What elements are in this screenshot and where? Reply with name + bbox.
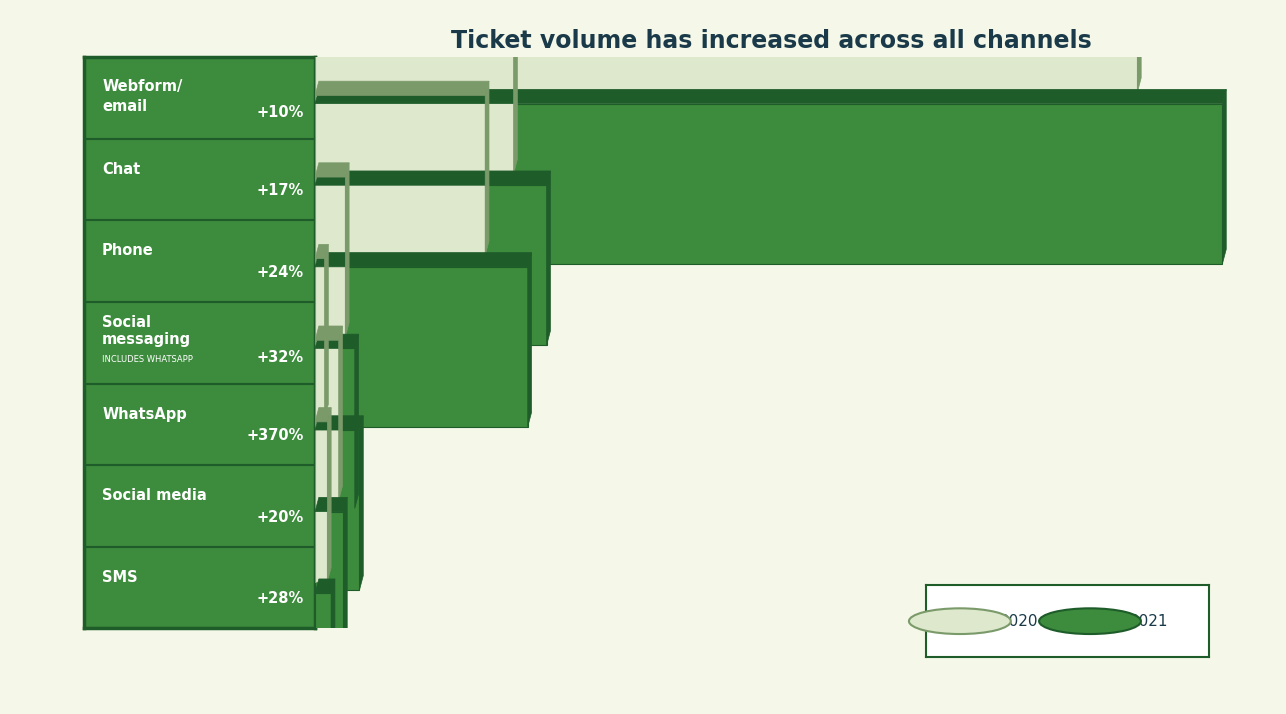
FancyBboxPatch shape: [315, 258, 324, 418]
FancyBboxPatch shape: [315, 0, 1137, 92]
Polygon shape: [346, 163, 349, 337]
FancyBboxPatch shape: [315, 177, 346, 337]
FancyBboxPatch shape: [315, 96, 485, 256]
Polygon shape: [315, 408, 331, 422]
Polygon shape: [315, 498, 347, 512]
FancyBboxPatch shape: [315, 430, 360, 590]
Polygon shape: [355, 334, 359, 508]
Polygon shape: [315, 244, 328, 258]
Text: 2021: 2021: [1129, 613, 1168, 629]
Circle shape: [909, 608, 1011, 634]
Text: INCLUDES WHATSAPP: INCLUDES WHATSAPP: [102, 356, 193, 364]
Text: +10%: +10%: [256, 105, 303, 120]
Text: +17%: +17%: [256, 183, 303, 198]
Polygon shape: [315, 0, 517, 14]
Polygon shape: [343, 498, 347, 672]
Text: +32%: +32%: [256, 349, 303, 365]
FancyBboxPatch shape: [315, 348, 355, 508]
Polygon shape: [315, 326, 342, 341]
Polygon shape: [315, 171, 550, 185]
FancyBboxPatch shape: [315, 512, 343, 672]
Text: WhatsApp: WhatsApp: [102, 406, 186, 421]
Text: messaging: messaging: [102, 332, 192, 348]
Text: 2020: 2020: [999, 613, 1038, 629]
Text: SMS: SMS: [102, 570, 138, 585]
FancyBboxPatch shape: [315, 267, 527, 427]
Text: +28%: +28%: [256, 591, 303, 606]
Text: Ticket volume has increased across all channels: Ticket volume has increased across all c…: [451, 29, 1092, 53]
Polygon shape: [1137, 0, 1141, 92]
Polygon shape: [315, 253, 531, 267]
Text: Webform/: Webform/: [102, 79, 183, 94]
Polygon shape: [315, 334, 359, 348]
Polygon shape: [338, 326, 342, 501]
Text: Phone: Phone: [102, 243, 154, 258]
FancyBboxPatch shape: [315, 593, 331, 714]
Text: email: email: [102, 99, 147, 114]
Text: Chat: Chat: [102, 162, 140, 177]
Polygon shape: [315, 89, 1227, 104]
Polygon shape: [328, 408, 331, 582]
Polygon shape: [485, 81, 489, 256]
Polygon shape: [547, 171, 550, 345]
Text: Social: Social: [102, 315, 152, 331]
Polygon shape: [315, 579, 334, 593]
Polygon shape: [527, 253, 531, 427]
Text: Social media: Social media: [102, 488, 207, 503]
Polygon shape: [1223, 89, 1227, 263]
Circle shape: [1039, 608, 1141, 634]
FancyBboxPatch shape: [315, 341, 338, 501]
Polygon shape: [331, 579, 334, 714]
Polygon shape: [360, 416, 363, 590]
FancyBboxPatch shape: [315, 422, 328, 582]
Polygon shape: [324, 244, 328, 418]
Text: +24%: +24%: [256, 265, 303, 280]
Polygon shape: [513, 0, 517, 174]
Polygon shape: [315, 163, 349, 177]
Text: +370%: +370%: [246, 428, 303, 443]
Polygon shape: [315, 416, 363, 430]
FancyBboxPatch shape: [315, 185, 547, 345]
FancyBboxPatch shape: [315, 14, 513, 174]
Polygon shape: [315, 81, 489, 96]
Text: +20%: +20%: [256, 510, 303, 525]
FancyBboxPatch shape: [315, 104, 1223, 263]
